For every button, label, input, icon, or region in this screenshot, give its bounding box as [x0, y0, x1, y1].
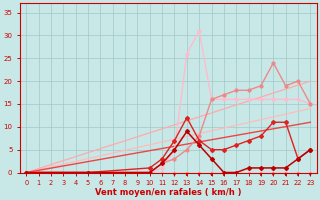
- X-axis label: Vent moyen/en rafales ( km/h ): Vent moyen/en rafales ( km/h ): [95, 188, 242, 197]
